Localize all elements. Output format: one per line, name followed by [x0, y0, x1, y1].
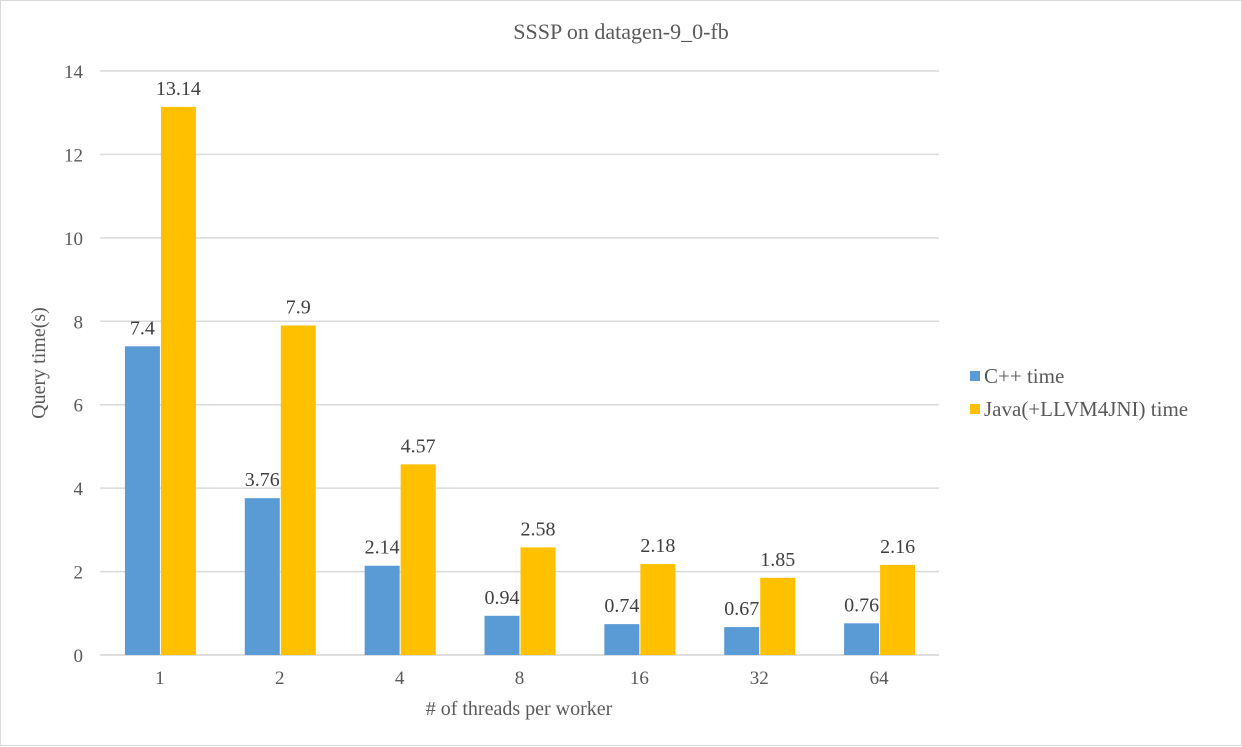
bar-java-16 [640, 564, 676, 655]
data-label: 2.58 [521, 518, 556, 540]
x-tick-label: 1 [155, 668, 165, 689]
bar-java-1 [160, 106, 196, 656]
data-label: 2.14 [365, 537, 400, 559]
bar-cpp-8 [484, 615, 520, 655]
y-tick-label: 4 [74, 479, 84, 500]
legend-swatch [970, 371, 980, 381]
bars: 7.4 13.14 3.76 7.9 2.14 4.57 0.94 2.58 0.74 2.18 0… [124, 78, 916, 656]
legend-label: C++ time [984, 364, 1064, 388]
data-label: 0.94 [485, 587, 520, 609]
bar-java-2 [280, 325, 316, 655]
x-tick-label: 16 [630, 668, 649, 689]
y-tick-label: 0 [74, 646, 84, 667]
x-tick-label: 8 [515, 668, 525, 689]
bar-cpp-2 [244, 498, 280, 655]
chart-title: SSSP on datagen-9_0-fb [513, 19, 729, 44]
y-tick-label: 2 [74, 563, 84, 584]
legend-swatch [970, 404, 980, 414]
y-tick-labels: 0 2 4 6 8 10 12 14 [64, 62, 84, 667]
data-label: 2.16 [880, 536, 915, 558]
y-axis-label: Query time(s) [28, 307, 50, 419]
data-label: 1.85 [760, 549, 795, 571]
bar-java-4 [400, 464, 436, 655]
x-axis-label: # of threads per worker [426, 698, 613, 720]
data-label: 0.67 [724, 598, 759, 620]
data-label: 4.57 [401, 435, 436, 457]
x-tick-label: 64 [870, 668, 890, 689]
data-label: 2.18 [640, 535, 675, 557]
x-tick-labels: 1 2 4 8 16 32 64 [155, 668, 889, 689]
data-label: 0.76 [844, 594, 879, 616]
bar-cpp-64 [844, 623, 880, 655]
x-tick-label: 4 [395, 668, 405, 689]
legend: C++ time Java(+LLVM4JNI) time [970, 364, 1188, 421]
data-label: 7.4 [130, 317, 155, 339]
x-tick-label: 2 [275, 668, 285, 689]
bar-java-32 [760, 577, 796, 655]
y-tick-label: 10 [64, 229, 83, 250]
legend-label: Java(+LLVM4JNI) time [984, 397, 1188, 421]
bar-cpp-1 [124, 346, 160, 655]
x-tick-label: 32 [750, 668, 769, 689]
gridlines [100, 70, 939, 656]
bar-cpp-32 [724, 627, 760, 655]
data-label: 0.74 [604, 595, 639, 617]
bar-cpp-16 [604, 624, 640, 655]
data-label: 13.14 [156, 78, 201, 100]
y-tick-label: 14 [64, 62, 84, 83]
bar-cpp-4 [364, 565, 400, 655]
y-tick-label: 12 [64, 145, 83, 166]
bar-java-8 [520, 547, 556, 655]
bar-java-64 [880, 564, 916, 655]
data-label: 3.76 [245, 469, 280, 491]
data-label: 7.9 [286, 296, 311, 318]
y-tick-label: 6 [74, 396, 84, 417]
y-tick-label: 8 [74, 312, 84, 333]
